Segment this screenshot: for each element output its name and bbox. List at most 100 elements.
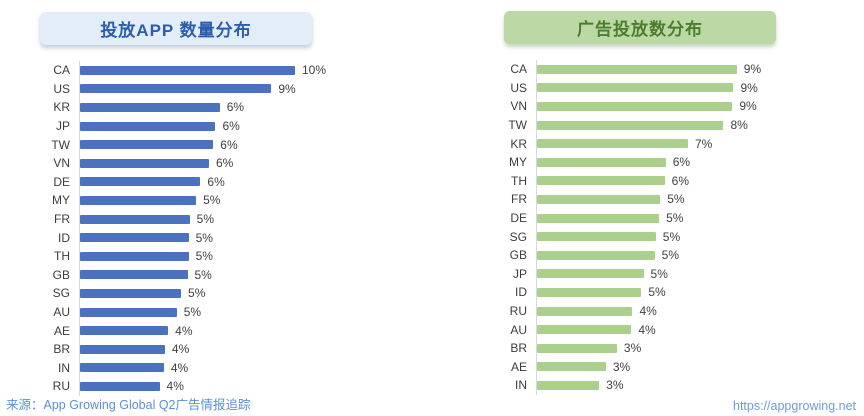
value-label: 4% [638,322,656,337]
country-label: RU [52,379,70,394]
bar [80,214,190,224]
chart-ad-count-distribution: 广告投放数分布 CA 9% US 9% VN 9% TW 8% KR 7% MY 6% TH 6% FR 5%… [432,0,864,416]
bar-row: VN 6% [0,153,432,173]
country-label: IN [515,378,527,393]
bar [80,307,177,317]
value-label: 6% [671,173,689,188]
bar-row: IN 4% [0,358,432,378]
value-label: 4% [171,342,190,357]
country-label: ID [515,285,527,300]
bar-area: 5% [79,302,432,322]
country-label: AU [510,322,527,337]
bar [537,120,724,130]
country-label: BR [53,342,70,357]
bar [537,157,666,167]
bar [537,325,632,335]
country-label: MY [52,193,70,208]
bar-area: 5% [79,246,432,266]
bar-area: 4% [79,321,432,340]
country-label: FR [54,212,70,227]
bar [537,306,633,316]
bar-area: 7% [536,134,864,153]
bar [80,344,165,354]
value-label: 5% [648,285,666,300]
value-label: 9% [743,62,762,77]
country-label: GB [52,267,70,282]
bar-area: 5% [536,264,864,284]
country-label: RU [509,304,527,319]
bar-row: US 9% [0,79,432,99]
chart-title: 广告投放数分布 [577,20,703,39]
chart-title-badge-app-count: 投放APP 数量分布 [40,12,312,45]
chart-title: 投放APP 数量分布 [100,21,252,40]
country-label: FR [511,192,527,207]
country-label: JP [55,119,70,134]
bar [80,326,169,336]
bar-area: 4% [79,377,432,396]
bar-row: BR 4% [0,339,432,359]
bar-area: 4% [79,339,432,359]
bar-area: 5% [536,227,864,246]
country-label: KR [53,100,70,115]
country-label: AU [53,305,70,320]
value-label: 5% [667,192,685,207]
bar-row: DE 5% [432,208,864,228]
bar-row: TH 5% [0,246,432,266]
bar-row: SG 5% [432,227,864,246]
bar-area: 10% [79,61,432,80]
value-label: 5% [203,193,221,208]
bar-area: 5% [536,283,864,302]
bar-row: CA 10% [0,61,432,80]
country-label: GB [509,248,527,263]
value-label: 5% [194,267,212,282]
bar-area: 5% [79,209,432,229]
value-label: 5% [195,230,213,245]
country-label: ID [58,230,70,245]
country-label: VN [510,99,527,114]
bar-area: 6% [79,135,432,154]
value-label: 4% [166,379,184,394]
bar-row: US 9% [432,78,864,98]
value-label: 5% [661,248,679,263]
bar-area: 3% [536,376,864,395]
value-label: 3% [612,359,631,374]
bar-area: 9% [536,78,864,98]
value-label: 9% [740,80,758,95]
bar-row: IN 3% [432,376,864,395]
bar-area: 5% [536,190,864,209]
bar [80,158,209,168]
country-label: TW [508,118,527,133]
bar-row: AE 4% [0,321,432,340]
bar-row: SG 5% [0,284,432,303]
bar-area: 3% [536,338,864,358]
bar-row: ID 5% [432,283,864,302]
value-label: 6% [226,100,245,115]
value-label: 9% [278,81,296,96]
value-label: 5% [188,286,206,301]
country-label: CA [510,62,527,77]
bar [537,213,660,223]
bar [80,140,214,150]
bar-row: ID 5% [0,228,432,247]
country-label: SG [52,286,70,301]
value-label: 6% [220,137,238,152]
value-label: 6% [222,119,240,134]
bar-area: 8% [536,115,864,135]
country-label: KR [510,136,527,151]
bar-row: MY 6% [432,152,864,172]
bar-row: JP 5% [432,264,864,284]
bar [80,251,189,261]
value-label: 3% [623,341,642,356]
value-label: 5% [195,249,213,264]
source-attribution: 来源：App Growing Global Q2广告情报追踪 [6,398,251,412]
bar-row: BR 3% [432,338,864,358]
bar [80,270,188,280]
bar [537,176,665,186]
bar-area: 5% [79,265,432,285]
bar-row: GB 5% [0,265,432,285]
value-label: 5% [662,229,681,244]
bar-row: AU 4% [432,320,864,339]
bar-area: 6% [536,171,864,191]
bar [537,101,733,111]
value-label: 4% [170,360,189,375]
